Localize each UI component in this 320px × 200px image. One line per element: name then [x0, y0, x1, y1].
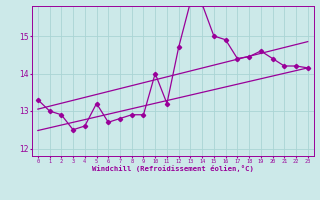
X-axis label: Windchill (Refroidissement éolien,°C): Windchill (Refroidissement éolien,°C) — [92, 165, 254, 172]
